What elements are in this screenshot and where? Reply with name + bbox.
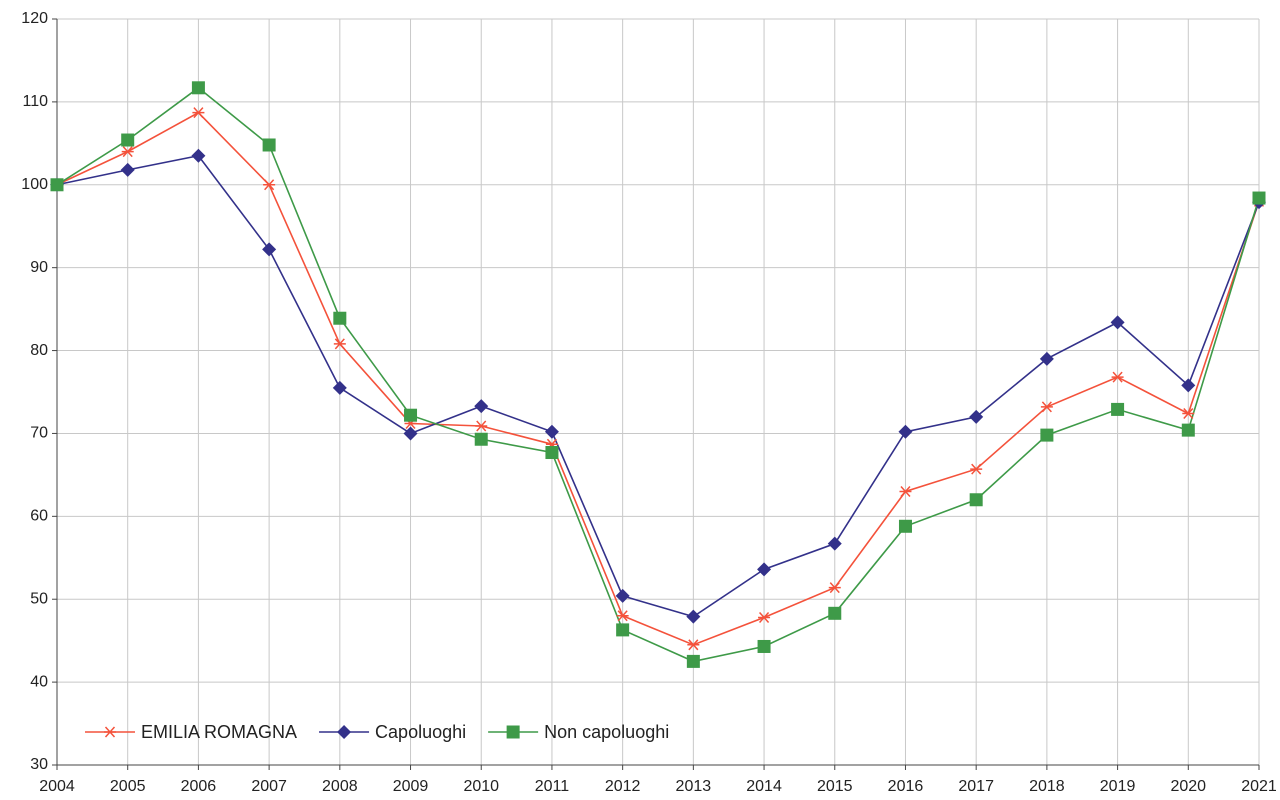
marker	[474, 399, 489, 414]
marker	[757, 639, 771, 653]
marker	[104, 726, 116, 738]
legend-label: Non capoluoghi	[544, 722, 669, 742]
y-tick-label: 50	[30, 590, 48, 607]
marker	[333, 311, 347, 325]
x-tick-label: 2009	[393, 778, 429, 795]
marker	[262, 138, 276, 152]
marker	[616, 623, 630, 637]
marker	[757, 562, 772, 577]
x-tick-label: 2006	[181, 778, 217, 795]
x-tick-label: 2016	[888, 778, 924, 795]
legend: EMILIA ROMAGNA Capoluoghi Non capoluoghi	[85, 722, 669, 742]
y-tick-label: 70	[30, 425, 48, 442]
x-tick-label: 2005	[110, 778, 146, 795]
x-tick-label: 2018	[1029, 778, 1065, 795]
x-tick-label: 2012	[605, 778, 641, 795]
marker	[332, 380, 347, 395]
legend-label: EMILIA ROMAGNA	[141, 722, 297, 742]
x-tick-label: 2015	[817, 778, 853, 795]
marker	[120, 162, 135, 177]
marker	[898, 519, 912, 533]
y-tick-label: 60	[30, 508, 48, 525]
marker	[1111, 402, 1125, 416]
marker	[1181, 423, 1195, 437]
y-tick-label: 90	[30, 259, 48, 276]
x-tick-label: 2020	[1170, 778, 1206, 795]
x-tick-label: 2007	[251, 778, 287, 795]
legend-label: Capoluoghi	[375, 722, 466, 742]
marker	[1182, 408, 1195, 420]
marker	[191, 148, 206, 163]
x-tick-label: 2014	[746, 778, 782, 795]
marker	[475, 420, 488, 432]
marker	[191, 81, 205, 95]
marker	[337, 725, 352, 739]
x-tick-label: 2013	[676, 778, 712, 795]
marker	[1040, 401, 1053, 413]
marker	[1039, 351, 1054, 366]
marker	[758, 611, 771, 623]
marker	[121, 146, 134, 158]
x-tick-label: 2017	[958, 778, 994, 795]
marker	[686, 609, 701, 624]
marker	[1040, 428, 1054, 442]
marker	[544, 424, 559, 439]
marker	[121, 133, 135, 147]
y-tick-label: 80	[30, 342, 48, 359]
marker	[404, 408, 418, 422]
marker	[506, 725, 520, 739]
marker	[828, 582, 841, 594]
marker	[262, 242, 277, 257]
marker	[615, 588, 630, 603]
x-tick-label: 2011	[535, 778, 570, 795]
marker	[969, 493, 983, 507]
series-line	[56, 86, 1260, 663]
marker	[686, 654, 700, 668]
marker	[899, 485, 912, 497]
marker	[1111, 371, 1124, 383]
marker	[192, 107, 205, 119]
marker	[616, 610, 629, 622]
x-tick-label: 2021	[1241, 778, 1277, 795]
marker	[474, 432, 488, 446]
x-tick-label: 2019	[1100, 778, 1136, 795]
x-tick-label: 2008	[322, 778, 358, 795]
y-tick-label: 30	[30, 756, 48, 773]
y-tick-label: 110	[22, 93, 48, 110]
marker	[333, 338, 346, 350]
marker	[50, 178, 64, 192]
y-tick-label: 120	[21, 10, 48, 27]
marker	[1252, 191, 1266, 205]
marker	[828, 606, 842, 620]
marker	[1181, 378, 1196, 393]
marker	[403, 426, 418, 441]
series-line	[56, 154, 1260, 618]
marker	[970, 463, 983, 475]
x-tick-label: 2004	[39, 778, 75, 795]
marker	[898, 424, 913, 439]
series-line	[56, 111, 1260, 646]
marker	[969, 409, 984, 424]
marker	[545, 446, 559, 460]
marker	[1110, 315, 1125, 330]
y-tick-label: 40	[30, 673, 48, 690]
y-tick-label: 100	[21, 176, 48, 193]
x-tick-label: 2010	[463, 778, 499, 795]
marker	[263, 179, 276, 191]
marker	[687, 639, 700, 651]
marker	[827, 536, 842, 551]
